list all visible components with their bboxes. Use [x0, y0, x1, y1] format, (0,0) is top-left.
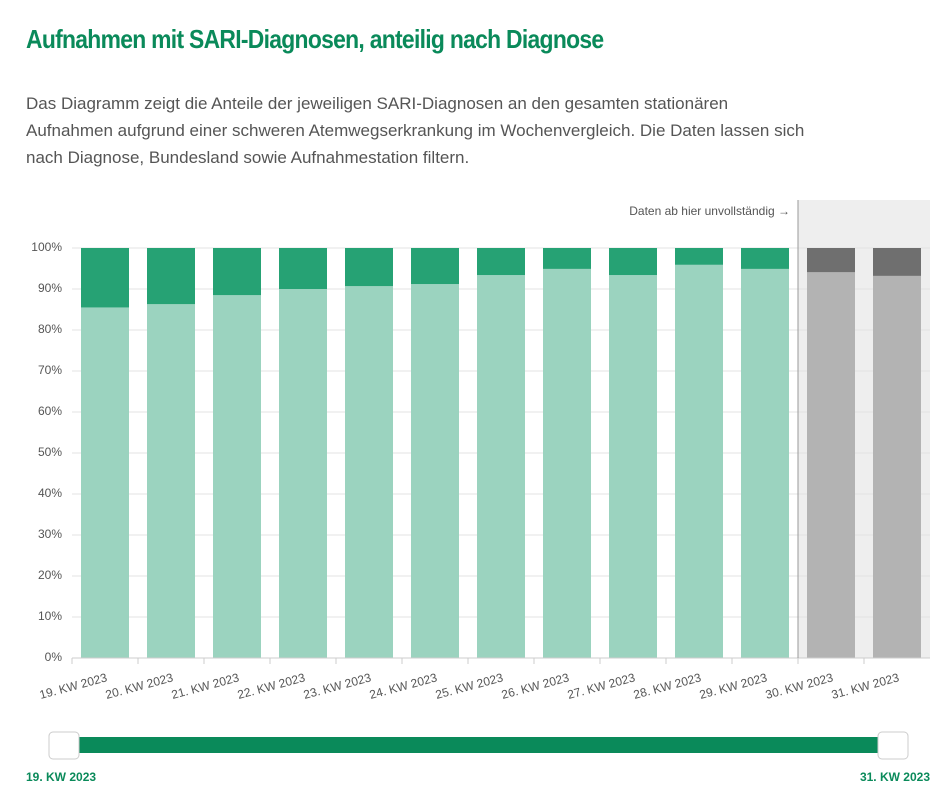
x-tick-label: 19. KW 2023 [38, 670, 109, 702]
y-tick-label: 0% [45, 650, 63, 664]
x-tick-label: 28. KW 2023 [632, 670, 703, 702]
bar-segment [807, 272, 855, 658]
title: Aufnahmen mit SARI-Diagnosen, anteilig n… [26, 24, 604, 54]
bar-segment [807, 248, 855, 273]
bar-segment [873, 275, 921, 658]
y-tick-label: 70% [38, 363, 62, 377]
y-tick-label: 20% [38, 568, 62, 582]
y-tick-label: 40% [38, 486, 62, 500]
bar-segment [477, 248, 525, 276]
bar-segment [675, 264, 723, 658]
description: Das Diagramm zeigt die Anteile der jewei… [26, 94, 805, 167]
bar-segment [279, 248, 327, 289]
bar-segment [609, 275, 657, 658]
y-tick-label: 80% [38, 322, 62, 336]
y-tick-label: 50% [38, 445, 62, 459]
x-tick-label: 23. KW 2023 [302, 670, 373, 702]
slider-handle[interactable] [48, 731, 80, 760]
bar-segment [609, 248, 657, 276]
y-tick-label: 30% [38, 527, 62, 541]
bar-segment [213, 295, 261, 658]
bar-segment [213, 248, 261, 296]
bar-segment [81, 248, 129, 308]
bar-segment [345, 248, 393, 287]
slider-end: 31. KW 2023 [860, 770, 930, 784]
y-tick-label: 90% [38, 281, 62, 295]
bar-segment [543, 248, 591, 269]
bar-segment [147, 248, 195, 305]
bar-segment [411, 284, 459, 658]
x-tick-label: 31. KW 2023 [830, 670, 901, 702]
y-tick-label: 60% [38, 404, 62, 418]
bar-segment [741, 268, 789, 658]
x-tick-label: 21. KW 2023 [170, 670, 241, 702]
bar-segment [147, 304, 195, 658]
bar-segment [675, 248, 723, 265]
slider-track[interactable] [64, 737, 893, 753]
x-tick-label: 30. KW 2023 [764, 670, 835, 702]
bar-segment [345, 286, 393, 658]
x-tick-label: 20. KW 2023 [104, 670, 175, 702]
y-tick-label: 100% [31, 240, 62, 254]
x-tick-label: 25. KW 2023 [434, 670, 505, 702]
bar-segment [477, 275, 525, 658]
slider-handle[interactable] [877, 731, 909, 760]
x-tick-label: 29. KW 2023 [698, 670, 769, 702]
bar-segment [279, 289, 327, 658]
bar-segment [873, 248, 921, 276]
bar-segment [741, 248, 789, 269]
x-tick-label: 27. KW 2023 [566, 670, 637, 702]
y-tick-label: 10% [38, 609, 62, 623]
x-tick-label: 26. KW 2023 [500, 670, 571, 702]
annotation: Daten ab hier unvollständig → [629, 204, 790, 218]
bar-segment [543, 268, 591, 658]
bar-segment [81, 307, 129, 658]
bar-segment [411, 248, 459, 285]
slider-start: 19. KW 2023 [26, 770, 96, 784]
x-tick-label: 22. KW 2023 [236, 670, 307, 702]
x-tick-label: 24. KW 2023 [368, 670, 439, 702]
